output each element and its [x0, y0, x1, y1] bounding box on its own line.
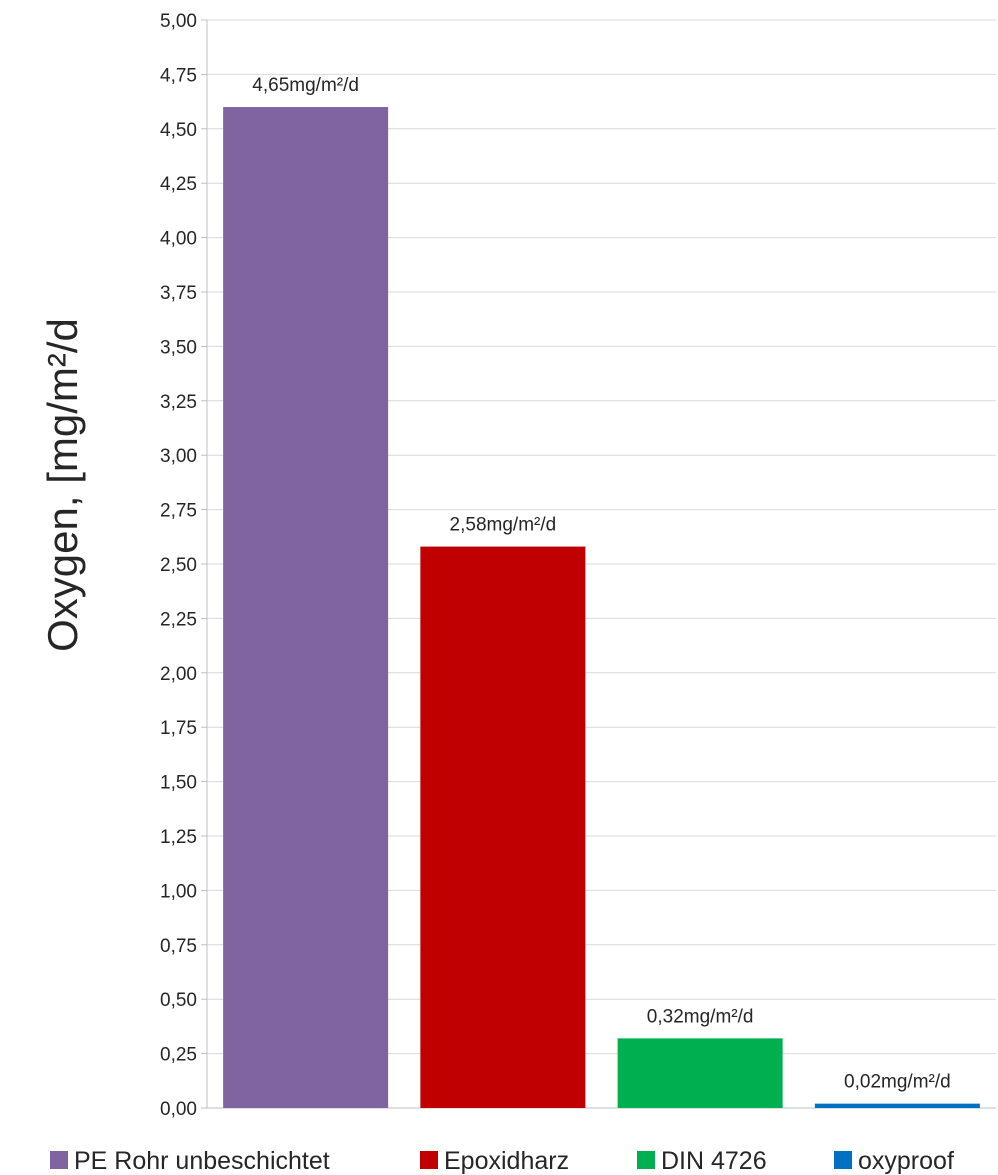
- data-label: 2,58mg/m²/d: [450, 515, 557, 536]
- bar-3: [617, 1038, 783, 1108]
- y-tick-label: 4,00: [160, 229, 197, 250]
- y-tick-label: 4,75: [160, 65, 197, 86]
- bar-2: [420, 546, 586, 1108]
- bars: [223, 107, 980, 1109]
- bar-1: [223, 107, 389, 1109]
- y-tick-label: 3,25: [160, 392, 197, 413]
- legend-label: PE Rohr unbeschichtet: [74, 1147, 330, 1175]
- y-tick-label: 1,50: [160, 773, 197, 794]
- y-tick-label: 1,25: [160, 827, 197, 848]
- legend-swatch: [834, 1151, 852, 1169]
- y-axis-title: Oxygen, [mg/m²/d: [39, 318, 86, 652]
- y-tick-label: 2,50: [160, 555, 197, 576]
- y-tick-label: 5,00: [160, 11, 197, 32]
- y-axis-ticks: 0,00 0,25 0,50 0,75 1,00 1,25 1,50 1,75 2,00 2,25…: [160, 11, 207, 1120]
- bar-4: [814, 1103, 980, 1108]
- data-label: 0,32mg/m²/d: [647, 1006, 754, 1027]
- legend-label: DIN 4726: [661, 1147, 767, 1175]
- y-tick-label: 0,00: [160, 1099, 197, 1120]
- legend-label: Epoxidharz: [444, 1147, 569, 1175]
- y-tick-label: 4,25: [160, 174, 197, 195]
- legend-swatch: [50, 1151, 68, 1169]
- data-label: 4,65mg/m²/d: [252, 75, 359, 96]
- data-label: 0,02mg/m²/d: [844, 1072, 951, 1093]
- y-tick-label: 2,25: [160, 609, 197, 630]
- data-labels: 4,65mg/m²/d 2,58mg/m²/d 0,32mg/m²/d 0,02mg/…: [252, 75, 950, 1093]
- y-tick-label: 1,00: [160, 881, 197, 902]
- y-tick-label: 2,00: [160, 664, 197, 685]
- y-tick-label: 4,50: [160, 120, 197, 141]
- legend-label: oxyproof: [858, 1147, 954, 1175]
- y-tick-label: 1,75: [160, 718, 197, 739]
- y-tick-label: 2,75: [160, 501, 197, 522]
- y-tick-label: 0,25: [160, 1045, 197, 1066]
- legend-swatch: [420, 1151, 438, 1169]
- y-tick-label: 3,75: [160, 283, 197, 304]
- y-tick-label: 0,75: [160, 936, 197, 957]
- y-tick-label: 0,50: [160, 990, 197, 1011]
- y-tick-label: 3,50: [160, 337, 197, 358]
- y-tick-label: 3,00: [160, 446, 197, 467]
- legend-swatch: [637, 1151, 655, 1169]
- legend: PE Rohr unbeschichtet Epoxidharz DIN 4726 o…: [50, 1147, 954, 1175]
